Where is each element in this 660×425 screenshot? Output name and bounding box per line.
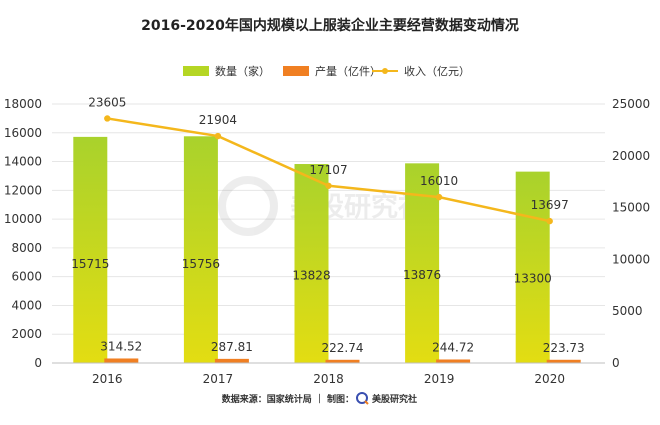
- y-right-tick-label: 10000: [612, 252, 650, 266]
- legend-marker-revenue: [382, 68, 388, 74]
- data-label-count: 13828: [292, 268, 330, 282]
- legend-label-count: 数量（家）: [215, 64, 270, 78]
- data-label-count: 13300: [514, 272, 552, 286]
- source-brand: 美股研究社: [372, 393, 417, 405]
- data-label-revenue: 13697: [531, 198, 569, 212]
- point-revenue: [546, 217, 553, 225]
- legend-label-revenue: 收入（亿元）: [404, 64, 470, 78]
- bar-series: [73, 136, 581, 363]
- y-left-tick-label: 16000: [4, 126, 42, 140]
- bar-output: [546, 359, 581, 363]
- data-label-output: 314.52: [100, 339, 142, 353]
- x-axis: 2016 2017 2018 2019 2020: [52, 362, 605, 386]
- data-label-count: 13876: [403, 268, 441, 282]
- data-label-revenue: 21904: [199, 113, 237, 127]
- y-left-tick-label: 10000: [4, 212, 42, 226]
- bar-count: [73, 136, 108, 363]
- y-right-tick-label: 20000: [612, 149, 650, 163]
- bar-count: [515, 171, 550, 363]
- point-revenue: [325, 182, 332, 189]
- data-labels: 15715 314.52 15756 287.81 13828 222.74 13876 24…: [71, 95, 584, 354]
- watermark-logo-icon: [218, 176, 278, 236]
- brand-logo-accent: [364, 400, 369, 405]
- bar-output: [104, 358, 139, 363]
- y-axis-left: 0 2000 4000 6000 8000 10000 12000 14000 16000 180…: [4, 97, 42, 370]
- data-label-output: 222.74: [322, 341, 364, 355]
- bar-count: [183, 136, 218, 363]
- y-right-tick-label: 5000: [612, 304, 643, 318]
- y-left-tick-label: 6000: [11, 270, 42, 284]
- legend-swatch-count: [183, 66, 209, 76]
- data-label-count: 15756: [182, 257, 220, 271]
- legend-swatch-output: [283, 66, 309, 76]
- y-left-tick-label: 18000: [4, 97, 42, 111]
- y-right-tick-label: 25000: [612, 97, 650, 111]
- source-text: 数据来源：国家统计局 ｜ 制图：: [222, 393, 354, 405]
- bar-output: [325, 359, 360, 363]
- source-footer: 数据来源：国家统计局 ｜ 制图： 美股研究社: [222, 392, 417, 405]
- y-left-tick-label: 4000: [11, 298, 42, 312]
- bar-output: [436, 359, 471, 363]
- x-tick-label: 2020: [534, 372, 565, 386]
- data-label-revenue: 23605: [88, 95, 126, 109]
- y-axis-right: 0 5000 10000 15000 20000 25000: [612, 97, 650, 370]
- point-revenue: [214, 132, 222, 140]
- point-revenue: [104, 115, 111, 122]
- brand-logo-icon: [356, 392, 368, 404]
- point-revenue: [435, 193, 443, 201]
- y-right-tick-label: 15000: [612, 201, 650, 215]
- bar-output: [214, 358, 249, 363]
- line-series: [104, 115, 553, 225]
- data-label-output: 244.72: [432, 340, 474, 354]
- x-tick-label: 2019: [424, 372, 455, 386]
- data-label-output: 287.81: [211, 340, 253, 354]
- y-left-tick-label: 8000: [11, 241, 42, 255]
- data-label-revenue: 17107: [309, 163, 347, 177]
- x-tick-label: 2016: [92, 372, 123, 386]
- y-left-tick-label: 0: [34, 356, 42, 370]
- x-tick-label: 2017: [203, 372, 234, 386]
- y-left-tick-label: 12000: [4, 183, 42, 197]
- y-left-tick-label: 2000: [11, 327, 42, 341]
- legend: 数量（家） 产量（亿件） 收入（亿元）: [183, 64, 470, 78]
- chart-title: 2016-2020年国内规模以上服装企业主要经营数据变动情况: [141, 17, 519, 34]
- legend-label-output: 产量（亿件）: [315, 64, 381, 78]
- data-label-output: 223.73: [543, 341, 585, 355]
- data-label-count: 15715: [71, 257, 109, 271]
- y-right-tick-label: 0: [612, 356, 620, 370]
- x-tick-label: 2018: [313, 372, 344, 386]
- y-left-tick-label: 14000: [4, 155, 42, 169]
- bar-count: [294, 164, 329, 363]
- data-label-revenue: 16010: [420, 174, 458, 188]
